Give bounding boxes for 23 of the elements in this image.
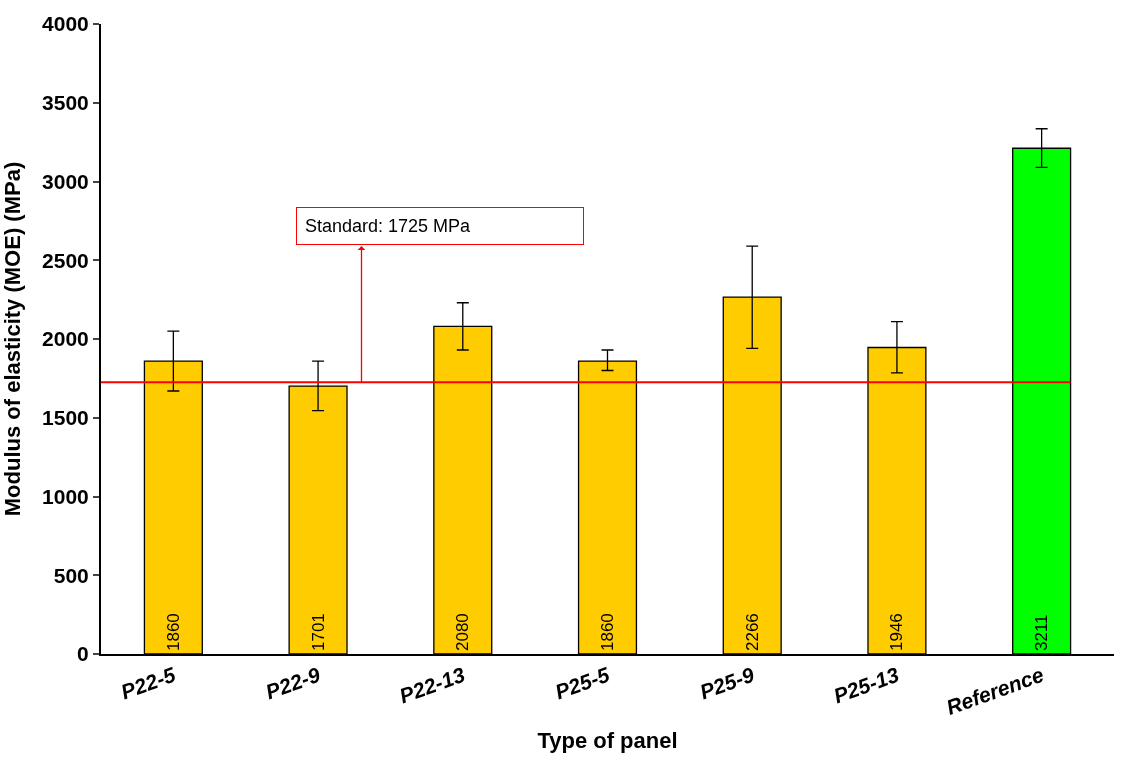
y-tick-label: 2500 xyxy=(42,248,89,272)
y-tick-label: 3500 xyxy=(42,91,89,115)
data-label: 2266 xyxy=(742,613,762,651)
y-tick-label: 500 xyxy=(53,563,89,587)
data-label: 1860 xyxy=(163,613,183,651)
x-tick-label: P25-5 xyxy=(551,662,613,704)
ref-line-label: Standard: 1725 MPa xyxy=(305,216,472,236)
y-tick-label: 3000 xyxy=(42,169,89,193)
data-label: 1860 xyxy=(598,613,617,651)
y-tick-label: 1500 xyxy=(42,406,89,430)
y-tick-label: 2000 xyxy=(42,327,89,351)
x-tick-label: P25-9 xyxy=(696,662,758,704)
y-axis-title: Modulus of elasticity (MOE) (MPa) xyxy=(0,161,26,517)
data-label: 1946 xyxy=(887,613,907,651)
data-label: 1701 xyxy=(308,613,328,651)
y-tick-label: 1000 xyxy=(42,484,89,508)
data-label: 2080 xyxy=(453,613,473,651)
y-tick-label: 4000 xyxy=(42,12,89,36)
data-label: 3211 xyxy=(1032,614,1052,651)
x-axis-title: Type of panel xyxy=(537,728,678,754)
x-tick-label: P22-5 xyxy=(117,662,179,704)
x-tick-label: P22-9 xyxy=(262,662,324,704)
y-tick-label: 0 xyxy=(77,642,89,666)
